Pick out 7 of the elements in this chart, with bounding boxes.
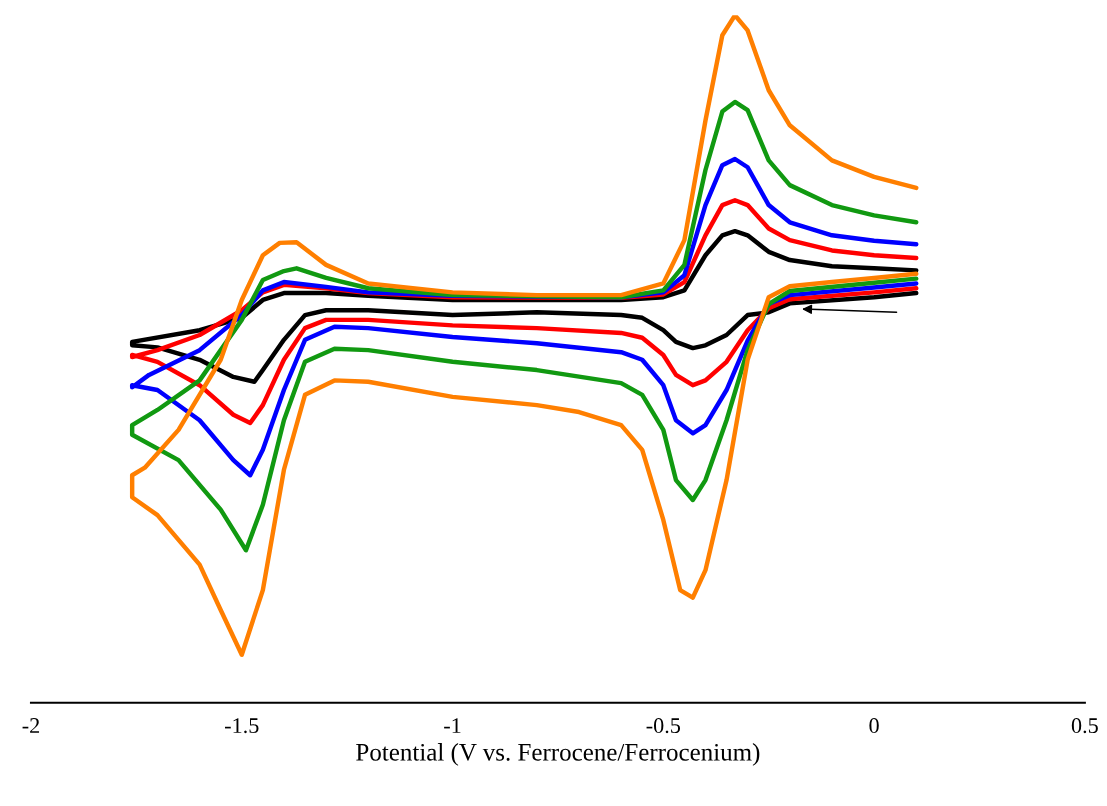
x-tick-label: 0.5 [1071, 718, 1098, 734]
x-tick-label: 0 [869, 718, 879, 734]
x-tick-label: -1.5 [225, 718, 259, 734]
x-tick-label: -1 [444, 718, 461, 733]
x-tick-label: -0.5 [646, 718, 681, 734]
x-tick-label: -2 [22, 718, 40, 733]
x-axis-title: Potential (V vs. Ferrocene/Ferrocenium) [356, 743, 760, 766]
